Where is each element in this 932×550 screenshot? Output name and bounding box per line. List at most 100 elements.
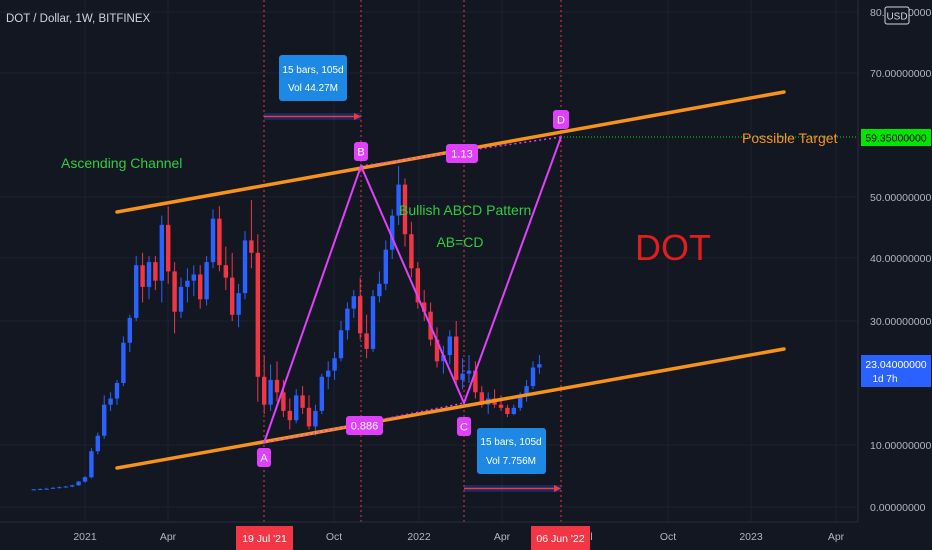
candle-body xyxy=(313,410,318,427)
candle-body xyxy=(466,370,472,374)
candle-body xyxy=(204,262,209,300)
candle-body xyxy=(268,379,273,405)
candle-body xyxy=(38,489,43,491)
candle-body xyxy=(351,296,356,309)
date-range-cd[interactable] xyxy=(464,485,561,492)
arrow-head-icon xyxy=(354,113,361,120)
svg-text:B: B xyxy=(357,147,364,159)
pattern-title-label[interactable]: Bullish ABCD Pattern xyxy=(399,202,531,218)
candle-body xyxy=(210,218,216,263)
candle-body xyxy=(82,477,88,482)
price-axis-label: 30.00000000 xyxy=(870,316,931,328)
current-price-tag xyxy=(861,355,931,387)
candle-body xyxy=(524,386,529,396)
info-box-cd[interactable]: 15 bars, 105d Vol 7.756M xyxy=(477,428,546,474)
candle-body xyxy=(63,486,68,488)
info-box-ab[interactable]: 15 bars, 105d Vol 44.27M xyxy=(279,55,347,101)
target-price-text: 59.35000000 xyxy=(865,133,926,145)
price-axis[interactable]: 80.00000000 70.00000000 50.00000000 40.0… xyxy=(857,0,932,522)
info-box-background xyxy=(477,428,546,474)
time-axis[interactable]: 2021 Apr Oct 2022 Apr Jul Oct 2023 Apr 1… xyxy=(0,521,932,550)
candle-body xyxy=(159,224,164,281)
candle-body xyxy=(191,274,196,281)
time-axis-label: Oct xyxy=(326,531,342,543)
candle-body xyxy=(146,262,152,287)
point-label-b[interactable]: B xyxy=(354,142,368,161)
time-axis-label: 2022 xyxy=(407,531,431,543)
candle-body xyxy=(127,317,132,343)
candle-body xyxy=(473,370,478,393)
candle-body xyxy=(262,376,267,405)
candle-body xyxy=(236,293,241,315)
candle-body xyxy=(326,370,331,377)
candle-body xyxy=(498,404,504,408)
candle-body xyxy=(345,308,350,331)
channel-lower-line xyxy=(115,347,786,470)
candle-body xyxy=(300,395,305,408)
info-box-background xyxy=(279,55,347,101)
candle-body xyxy=(281,392,286,411)
candle-body xyxy=(319,376,324,411)
possible-target-label[interactable]: Possible Target xyxy=(742,130,838,146)
info-box-bars-text: 15 bars, 105d xyxy=(480,437,541,448)
current-price-text: 23.04000000 xyxy=(865,359,926,371)
candle-body xyxy=(287,410,292,421)
point-label-d[interactable]: D xyxy=(553,110,569,129)
point-label-a[interactable]: A xyxy=(257,448,271,467)
pattern-subtitle-label[interactable]: AB=CD xyxy=(436,234,483,250)
candle-body xyxy=(134,265,139,318)
info-box-volume-text: Vol 7.756M xyxy=(486,456,536,467)
candle-body xyxy=(390,215,395,250)
candle-body xyxy=(76,481,81,486)
time-axis-label: Apr xyxy=(494,531,511,543)
symbol-title: DOT / Dollar, 1W, BITFINEX xyxy=(6,13,151,25)
candlestick-series[interactable] xyxy=(31,166,542,491)
candle-body xyxy=(530,367,536,387)
candle-body xyxy=(114,383,120,399)
candle-body xyxy=(249,240,254,253)
candle-body xyxy=(364,333,369,349)
currency-badge-text: USD xyxy=(886,12,907,23)
ratio-label-bc[interactable]: 0.886 xyxy=(346,416,383,435)
candle-body xyxy=(441,355,446,362)
date-range-ab[interactable] xyxy=(264,113,361,120)
date-marker-a-tag xyxy=(236,526,293,550)
candle-body xyxy=(306,407,312,427)
candle-body xyxy=(198,274,203,300)
time-axis-label: Apr xyxy=(828,531,845,543)
candle-body xyxy=(153,262,158,281)
dot-big-label[interactable]: DOT xyxy=(635,227,711,268)
price-axis-label: 50.00000000 xyxy=(870,192,931,204)
candle-body xyxy=(396,184,401,216)
candle-body xyxy=(479,392,484,405)
candle-body xyxy=(402,184,408,235)
price-axis-label: 70.00000000 xyxy=(870,68,931,80)
candle-body xyxy=(50,487,56,489)
abcd-pattern-line xyxy=(263,136,562,444)
point-label-c[interactable]: C xyxy=(457,417,471,436)
candle-body xyxy=(460,373,465,380)
candle-body xyxy=(178,286,184,312)
candle-body xyxy=(121,342,126,383)
currency-badge[interactable] xyxy=(884,6,910,25)
candle-body xyxy=(140,265,145,287)
date-marker-a-text: 19 Jul '21 xyxy=(242,533,287,545)
candle-body xyxy=(44,488,49,490)
date-marker-d-tag xyxy=(531,526,590,550)
candle-body xyxy=(95,435,100,452)
candle-body xyxy=(511,407,516,414)
candle-body xyxy=(294,395,299,421)
candle-body xyxy=(447,336,452,356)
candle-body xyxy=(70,485,75,487)
ascending-channel-label[interactable]: Ascending Channel xyxy=(61,155,182,171)
candle-body xyxy=(102,404,107,436)
svg-text:A: A xyxy=(260,453,268,465)
candle-body xyxy=(223,265,228,278)
candle-body xyxy=(434,339,440,362)
svg-text:C: C xyxy=(460,422,468,434)
candle-body xyxy=(332,358,337,371)
ratio-label-cd[interactable]: 1.13 xyxy=(446,144,478,163)
